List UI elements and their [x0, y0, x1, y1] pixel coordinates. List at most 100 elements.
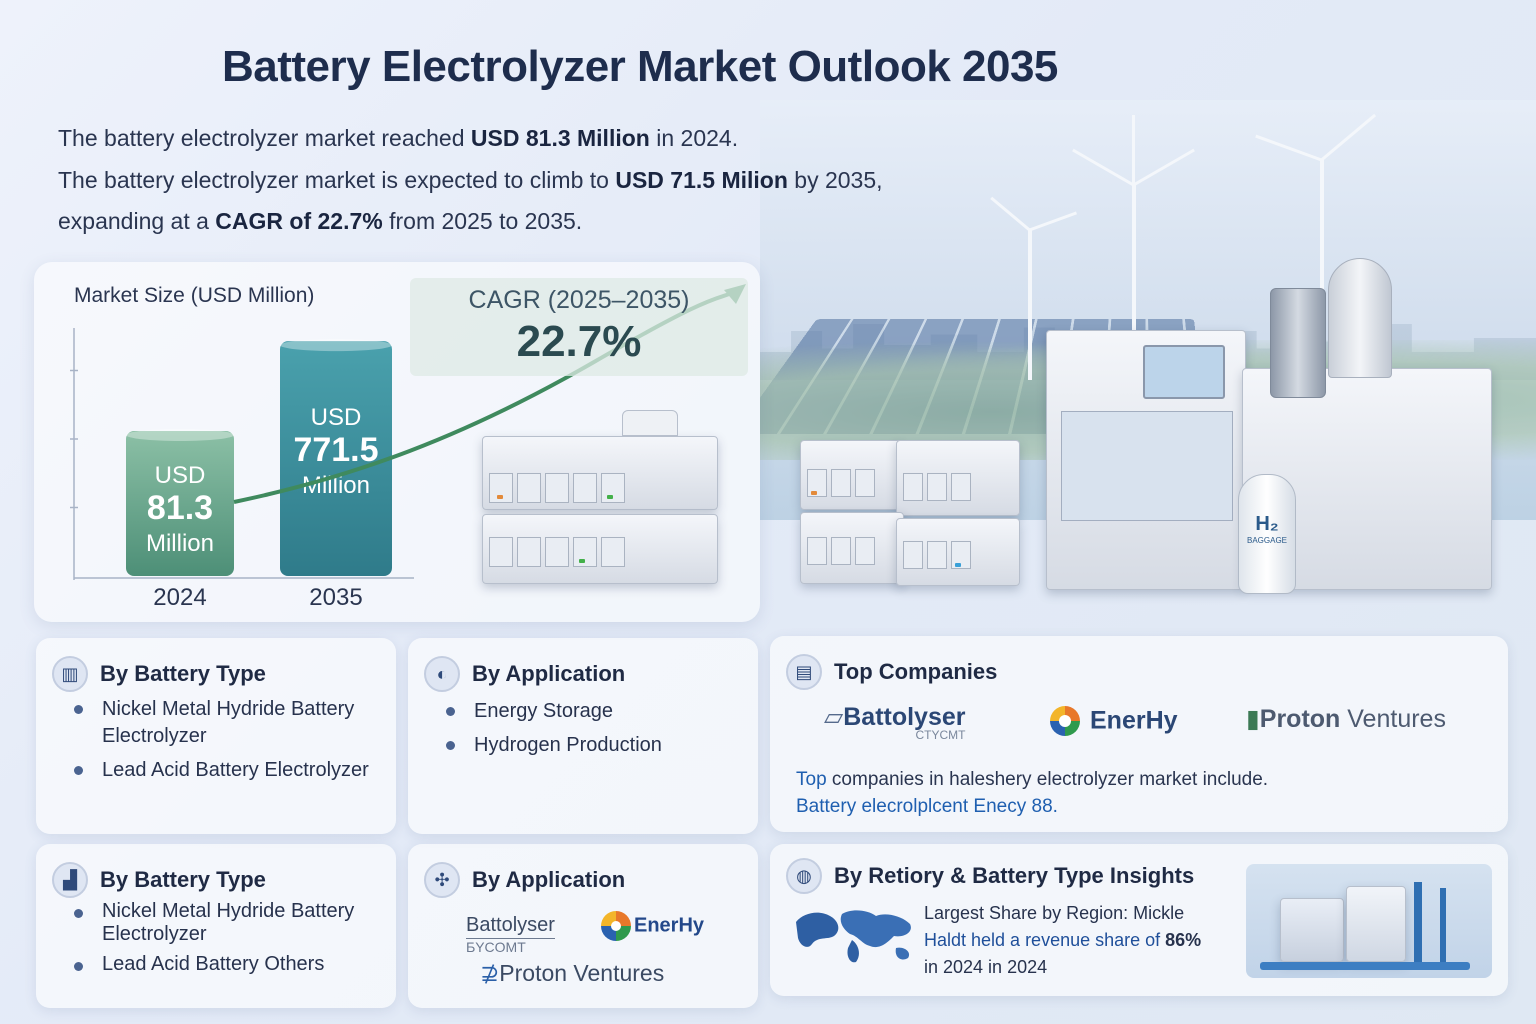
world-map — [796, 910, 911, 963]
intro-text-segment: The battery electrolyzer market reached — [58, 125, 471, 151]
wind-turbine — [1028, 230, 1032, 380]
card-title: By Battery Type — [100, 661, 266, 686]
battery-slot — [951, 473, 971, 501]
list-item: Lead Acid Battery Electrolyzer — [74, 757, 384, 784]
chart-title: Market Size (USD Million) — [74, 284, 315, 307]
battery-slot — [601, 473, 625, 503]
companies-note: Top companies in haleshery electrolyzer … — [796, 766, 1486, 820]
bar-cap — [280, 339, 392, 352]
enerhy-logo-icon — [1050, 706, 1080, 736]
fan-icon: ✣ — [424, 862, 460, 898]
battery-unit — [896, 440, 1020, 516]
intro-highlight: USD 71.5 Milion — [615, 166, 788, 193]
card-header: ✣ By Application — [424, 862, 625, 898]
cagr-label: CAGR (2025–2035) — [468, 286, 690, 314]
bar-2024 — [126, 431, 234, 576]
battery-slot — [573, 473, 597, 503]
proton-logo-icon: ▮ — [1246, 705, 1260, 733]
cagr-value: 22.7% — [516, 317, 642, 366]
companies-icon: ▤ — [786, 654, 822, 690]
bar-value-label: 81.3 — [147, 489, 213, 527]
status-led — [955, 563, 961, 567]
intro-text-segment: expanding at a — [58, 208, 216, 234]
battolyser-logo-icon: ▱ — [824, 703, 844, 731]
turbine-blade — [1132, 115, 1135, 185]
status-led — [579, 559, 585, 563]
cabinet-window — [1061, 411, 1233, 521]
card-header: ◐ By Application — [424, 656, 625, 692]
battery-slot — [903, 541, 923, 569]
electrolyzer-cabinet — [1046, 330, 1246, 590]
frame-base — [1260, 962, 1470, 970]
battolyser-logo: ▱Battolyser CTYCMT — [824, 702, 966, 742]
list-item: Lead Acid Battery Others — [74, 953, 384, 976]
battery-rack-1 — [482, 410, 718, 584]
tank-cylinder — [1270, 288, 1326, 398]
intro-highlight: CAGR of 22.7% — [215, 208, 383, 234]
battery-slot — [807, 469, 827, 497]
x-tick-label: 2035 — [309, 584, 362, 611]
battery-slot — [545, 473, 569, 503]
page-title: Battery Electrolyzer Market Outlook 2035 — [222, 42, 1058, 91]
bar-value-label: 771.5 — [293, 431, 378, 469]
proton-name: Proton — [1259, 705, 1341, 733]
enerhy-name: EnerHy — [1090, 706, 1178, 735]
globe-icon: ◍ — [786, 858, 822, 894]
companies-note-segment: companies in haleshery electrolyzer mark… — [826, 769, 1269, 790]
list-item: Nickel Metal Hydride Battery Electrolyze… — [74, 696, 384, 750]
battery-slot — [903, 473, 923, 501]
insight-text: Largest Share by Region: Mickle Haldt he… — [924, 900, 1254, 981]
wind-turbine — [1132, 185, 1136, 395]
frame-post — [1414, 882, 1422, 966]
battery-unit — [800, 440, 904, 510]
insight-highlight: 86% — [1165, 930, 1202, 950]
status-led — [607, 495, 613, 499]
gas-cylinder — [1328, 258, 1392, 378]
insight-line-3: in 2024 in 2024 — [924, 957, 1048, 977]
card-title: By Retiory & Battery Type Insights — [834, 863, 1195, 888]
enerhy-logo-icon — [601, 911, 631, 941]
battery-type-list-2: Nickel Metal Hydride Battery Electrolyze… — [74, 900, 384, 983]
battolyser-sub: ƂYCOMT — [466, 939, 526, 955]
status-led — [811, 491, 817, 495]
h2-sublabel: BAGGAGE — [1246, 536, 1287, 545]
intro-line-3: expanding at a CAGR of 22.7% from 2025 t… — [58, 201, 883, 243]
battery-slot — [807, 537, 827, 565]
battolyser-name: Battolyser — [843, 703, 966, 731]
card-header: ▤ Top Companies — [786, 654, 997, 690]
card-title: By Application — [472, 661, 626, 686]
insight-line-1: Largest Share by Region: Mickle — [924, 903, 1185, 923]
battery-slot — [545, 537, 569, 567]
battery-slot — [831, 469, 851, 497]
enerhy-name: EnerHy — [634, 914, 705, 937]
battery-type-card: ▥ By Battery Type Nickel Metal Hydride B… — [36, 638, 396, 834]
battery-slot — [517, 537, 541, 567]
x-tick-label: 2024 — [153, 584, 206, 611]
application-list: Energy Storage Hydrogen Production — [446, 698, 746, 766]
proton-logo-icon: ⊉ — [480, 960, 500, 986]
intro-text-segment: by 2035, — [787, 166, 883, 193]
battery-slot — [927, 541, 947, 569]
bar-2035 — [280, 341, 392, 576]
application-icon: ◐ — [424, 656, 460, 692]
intro-text-segment: The battery electrolyzer market is expec… — [58, 166, 616, 193]
enerhy-logo-small: EnerHy — [598, 908, 704, 944]
intro-text: The battery electrolyzer market reached … — [58, 118, 883, 243]
battery-rack-2 — [800, 440, 1020, 588]
battery-unit — [896, 518, 1020, 586]
cagr-box: CAGR (2025–2035) 22.7% — [410, 278, 748, 376]
battery-unit — [482, 436, 718, 510]
insights-card: ◍ By Retiory & Battery Type Insights Lar… — [770, 844, 1508, 996]
bar-cap — [126, 429, 234, 441]
battery-slot — [573, 537, 597, 567]
companies-note-line-1: Top companies in haleshery electrolyzer … — [796, 766, 1486, 793]
frame-post — [1440, 888, 1446, 966]
battery-slot — [855, 537, 875, 565]
ventures-name: Ventures — [1347, 705, 1446, 733]
card-header: ▥ By Battery Type — [52, 656, 266, 692]
battery-slot — [855, 469, 875, 497]
intro-text-segment: in 2024. — [649, 125, 739, 151]
battery-unit — [800, 512, 904, 584]
battery-unit — [1280, 898, 1344, 962]
bar-value-label: USD — [311, 404, 362, 431]
